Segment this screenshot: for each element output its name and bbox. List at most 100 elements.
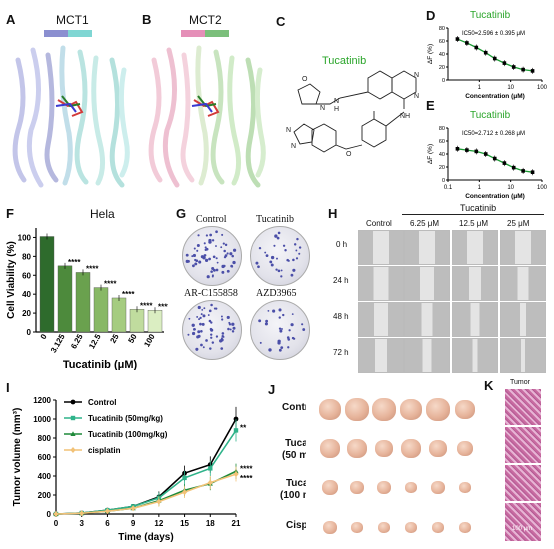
colony <box>196 249 199 252</box>
colony <box>284 249 287 252</box>
panel-h-letter: H <box>328 206 338 221</box>
data-point <box>511 165 516 170</box>
colony <box>233 248 237 252</box>
bar <box>147 310 163 333</box>
data-point <box>130 505 136 512</box>
colony <box>197 330 201 334</box>
x-tick-label: 100 <box>537 85 548 91</box>
ic50-label: IC50=2.596 ± 0.395 μM <box>462 31 525 37</box>
colony <box>203 242 206 245</box>
colony <box>205 234 208 237</box>
scratch-image <box>404 338 450 373</box>
data-point <box>455 37 460 41</box>
colony <box>269 260 273 264</box>
h-col-25: 25 μM <box>507 219 530 228</box>
y-tick-label: 1000 <box>33 415 51 424</box>
y-tick-label: 60 <box>439 139 445 145</box>
panel-a-title: MCT1 <box>56 13 89 27</box>
colony <box>296 237 299 241</box>
data-point <box>483 152 488 156</box>
data-point <box>521 169 525 173</box>
colony <box>264 251 267 254</box>
legend-marker <box>70 447 76 453</box>
colony <box>200 330 203 333</box>
data-point <box>474 45 479 50</box>
y-tick-label: 60 <box>439 39 445 45</box>
panel-i-letter: I <box>6 380 10 395</box>
scratch-image <box>500 338 546 373</box>
y-tick-label: 100 <box>18 233 32 242</box>
significance-mark: **** <box>240 474 253 483</box>
colony <box>192 264 195 268</box>
colony <box>203 307 206 310</box>
colony <box>293 243 297 246</box>
tumor-specimen <box>372 398 396 421</box>
colony <box>258 246 262 250</box>
y-tick-label: 80 <box>439 26 445 32</box>
data-point <box>511 65 516 69</box>
colony <box>210 270 213 273</box>
colony <box>278 327 282 330</box>
y-tick-label: 600 <box>38 453 52 462</box>
histology-cisplatin <box>504 502 542 542</box>
colony <box>224 243 228 247</box>
colony <box>199 316 202 320</box>
data-point <box>474 149 479 154</box>
colony <box>288 329 291 332</box>
panel-d-chart: 1 10 100 0 20 40 60 80 Concentration (μM) ΔF (%) I… <box>427 26 548 100</box>
x-tick-label: 100 <box>142 332 157 349</box>
data-point <box>530 170 535 174</box>
h-row-72h: 72 h <box>333 348 349 357</box>
svg-text:N: N <box>414 93 419 100</box>
h-col-control: Control <box>366 219 392 228</box>
colony <box>229 328 232 331</box>
x-tick-label: 25 <box>108 332 121 345</box>
y-tick-label: 40 <box>439 52 445 58</box>
colony <box>210 333 213 336</box>
legend-label: cisplatin <box>88 446 121 455</box>
colony <box>226 252 229 255</box>
colony <box>221 270 225 274</box>
y-axis-label: ΔF (%) <box>427 144 434 164</box>
panel-e-title: Tucatinib <box>470 110 511 121</box>
x-axis-label: Concentration (μM) <box>465 93 525 100</box>
x-axis-label: Tucatinib (μM) <box>63 359 138 370</box>
colony <box>188 317 191 320</box>
svg-text:N: N <box>320 105 325 112</box>
data-point <box>502 161 507 165</box>
colony <box>185 253 189 257</box>
scratch-image <box>358 266 404 301</box>
colony <box>221 233 224 236</box>
y-axis-label: Tumor volume (mm³) <box>12 408 23 507</box>
tumor-specimen <box>345 398 369 421</box>
x-tick-label: 6.25 <box>69 332 85 350</box>
panel-b-title: MCT2 <box>189 13 222 27</box>
colony <box>216 261 219 264</box>
data-point <box>492 156 497 161</box>
x-axis-label: Time (days) <box>118 532 173 543</box>
bar <box>57 265 73 333</box>
colony <box>223 264 226 268</box>
data-point <box>182 475 187 481</box>
colony <box>221 332 225 335</box>
colony <box>274 234 278 238</box>
colony <box>280 346 284 349</box>
y-tick-label: 80 <box>439 126 445 132</box>
colony <box>292 268 296 272</box>
y-tick-label: 20 <box>439 165 445 171</box>
colony <box>185 259 189 263</box>
data-point <box>208 466 213 471</box>
y-tick-label: 0 <box>27 328 32 337</box>
x-tick-label: 15 <box>180 519 189 528</box>
colony <box>209 233 213 237</box>
svg-text:N: N <box>291 143 296 150</box>
colony <box>282 244 286 247</box>
colony <box>231 330 235 333</box>
colony <box>258 319 262 323</box>
y-tick-label: 20 <box>439 65 445 71</box>
panel-e-chart: 0.1 1 10 100 0 20 40 60 80 Concentration (μM) ΔF (… <box>427 126 548 200</box>
scratch-image <box>500 302 546 337</box>
colony <box>196 243 200 247</box>
colony <box>211 275 214 278</box>
colony <box>292 258 295 262</box>
